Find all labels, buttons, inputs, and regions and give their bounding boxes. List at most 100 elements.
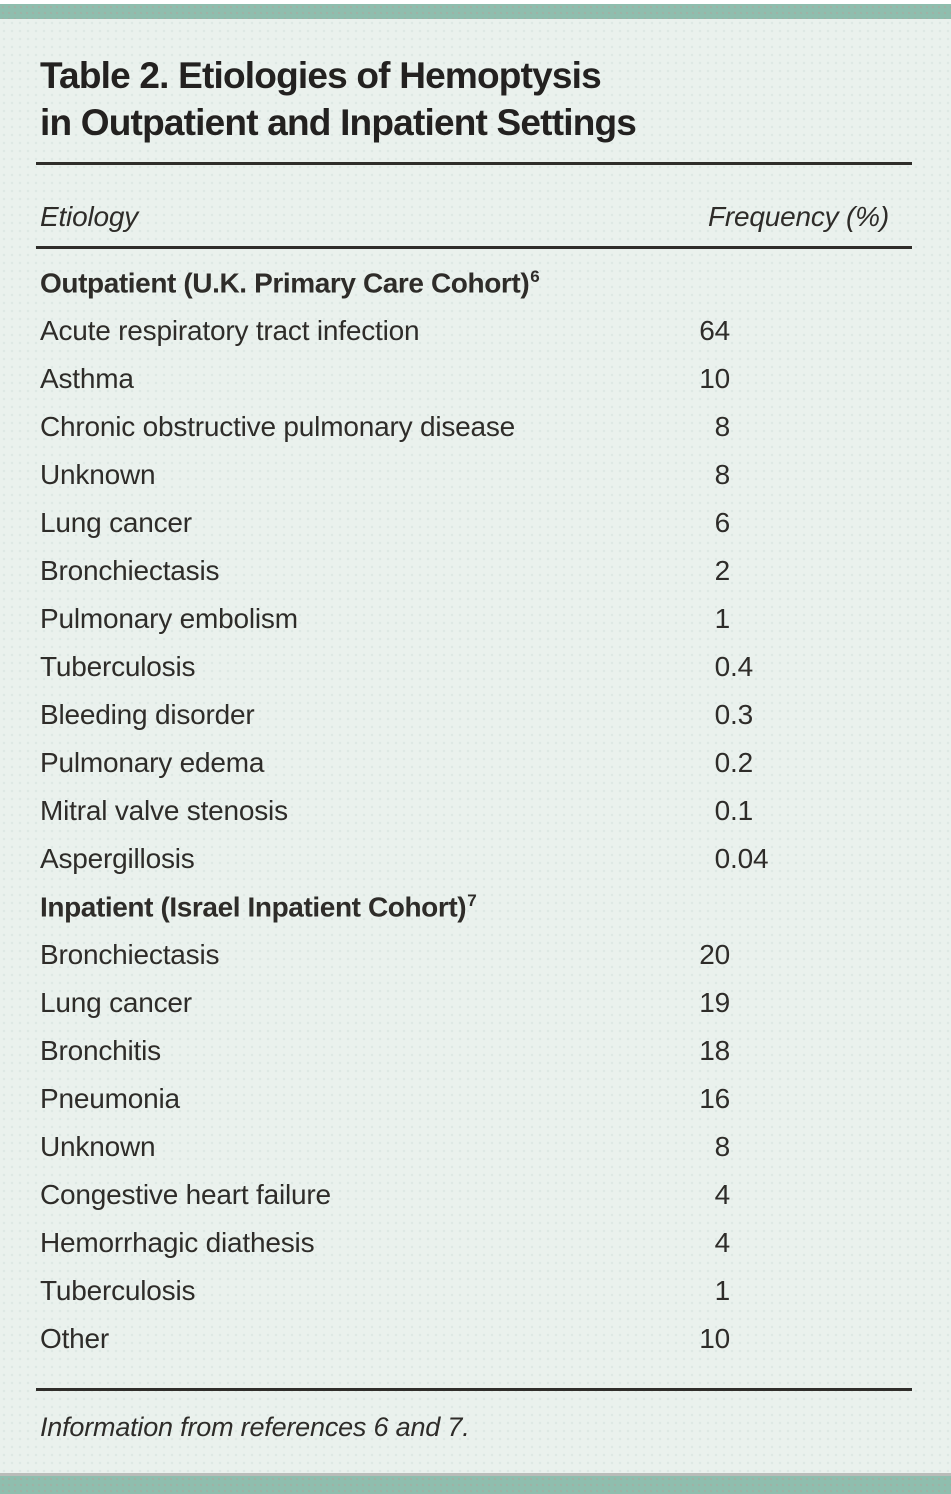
frequency-cell: 1 [620,1267,731,1315]
etiology-cell: Unknown [40,459,156,490]
frequency-decimal-part: .4 [730,651,753,682]
frequency-cell: 4 [620,1171,731,1219]
etiology-cell: Pulmonary edema [40,747,265,778]
frequency-cell: 0.1 [620,787,754,835]
frequency-cell: 8 [620,403,731,451]
table-row: Asthma 10 [0,355,951,403]
frequency-integer-part: 1 [714,1275,731,1306]
page-top-margin [0,0,951,4]
etiology-cell: Mitral valve stenosis [40,795,288,826]
etiology-cell: Hemorrhagic diathesis [40,1227,315,1258]
table-row: Acute respiratory tract infection 64 [0,307,951,355]
source-note: Information from references 6 and 7. [40,1412,470,1442]
table-title-line1: Table 2. Etiologies of Hemoptysis [40,55,602,96]
table-body: Outpatient (U.K. Primary Care Cohort)6 Ac… [0,249,951,1363]
bottom-accent-bar [0,1476,951,1494]
frequency-decimal-part: .1 [730,795,753,826]
table-row: Mitral valve stenosis 0.1 [0,787,951,835]
frequency-integer-part: 1 [714,603,731,634]
etiology-cell: Bronchitis [40,1035,161,1066]
table-row: Pulmonary embolism 1 [0,595,951,643]
frequency-integer-part: 0 [714,651,731,682]
reference-superscript: 6 [530,266,540,286]
etiology-cell: Tuberculosis [40,1275,196,1306]
column-header-row: Etiology Frequency (%) [0,165,951,246]
section-header-row: Inpatient (Israel Inpatient Cohort)7 [0,883,951,931]
frequency-integer-part: 8 [714,1131,731,1162]
table-row: Tuberculosis 1 [0,1267,951,1315]
frequency-cell: 0.04 [620,835,769,883]
table-row: Congestive heart failure 4 [0,1171,951,1219]
table-row: Aspergillosis 0.04 [0,835,951,883]
etiology-cell: Lung cancer [40,507,192,538]
etiology-cell: Pneumonia [40,1083,180,1114]
table-row: Bronchiectasis 20 [0,931,951,979]
horizontal-rule-bottom [36,1388,912,1391]
frequency-integer-part: 19 [699,987,730,1018]
frequency-integer-part: 8 [714,459,731,490]
etiology-cell: Unknown [40,1131,156,1162]
frequency-cell: 6 [620,499,731,547]
frequency-decimal-part: .3 [730,699,753,730]
table-row: Lung cancer 6 [0,499,951,547]
frequency-cell: 0.4 [620,643,754,691]
frequency-integer-part: 0 [714,699,731,730]
table-row: Pulmonary edema 0.2 [0,739,951,787]
frequency-cell: 10 [620,355,730,403]
table-row: Tuberculosis 0.4 [0,643,951,691]
frequency-integer-part: 16 [699,1083,730,1114]
frequency-integer-part: 10 [699,363,730,394]
table-row: Bronchitis 18 [0,1027,951,1075]
frequency-cell: 19 [620,979,730,1027]
etiology-cell: Acute respiratory tract infection [40,315,420,346]
frequency-integer-part: 4 [714,1227,731,1258]
frequency-cell: 4 [620,1219,731,1267]
table-row: Hemorrhagic diathesis 4 [0,1219,951,1267]
frequency-cell: 16 [620,1075,730,1123]
frequency-integer-part: 0 [714,843,731,874]
section-header-label: Outpatient (U.K. Primary Care Cohort)6 [40,266,540,299]
frequency-cell: 8 [620,1123,731,1171]
etiology-cell: Bleeding disorder [40,699,255,730]
horizontal-rule-top [36,162,912,165]
section-header-label: Inpatient (Israel Inpatient Cohort)7 [40,890,477,923]
frequency-integer-part: 0 [714,795,731,826]
etiology-cell: Asthma [40,363,134,394]
frequency-cell: 8 [620,451,731,499]
frequency-integer-part: 0 [714,747,731,778]
horizontal-rule-header [36,246,912,249]
etiology-cell: Lung cancer [40,987,192,1018]
reference-superscript: 7 [467,890,477,910]
etiology-cell: Tuberculosis [40,651,196,682]
frequency-integer-part: 10 [699,1323,730,1354]
table-title-line2: in Outpatient and Inpatient Settings [40,102,637,143]
frequency-integer-part: 2 [714,555,731,586]
frequency-cell: 2 [620,547,731,595]
table-row: Unknown 8 [0,451,951,499]
table-row: Lung cancer 19 [0,979,951,1027]
etiology-cell: Pulmonary embolism [40,603,298,634]
etiology-cell: Congestive heart failure [40,1179,331,1210]
table-title: Table 2. Etiologies of Hemoptysis in Out… [0,19,951,146]
section-header-row: Outpatient (U.K. Primary Care Cohort)6 [0,259,951,307]
table-row: Chronic obstructive pulmonary disease 8 [0,403,951,451]
frequency-cell: 10 [620,1315,730,1363]
etiology-cell: Aspergillosis [40,843,195,874]
table-row: Bronchiectasis 2 [0,547,951,595]
etiology-cell: Other [40,1323,110,1354]
table-panel: Table 2. Etiologies of Hemoptysis in Out… [0,19,951,1473]
table-row: Unknown 8 [0,1123,951,1171]
frequency-cell: 18 [620,1027,730,1075]
column-header-etiology: Etiology [40,201,139,232]
frequency-integer-part: 4 [714,1179,731,1210]
frequency-cell: 20 [620,931,730,979]
table-row: Pneumonia 16 [0,1075,951,1123]
frequency-integer-part: 20 [699,939,730,970]
table-row: Bleeding disorder 0.3 [0,691,951,739]
frequency-integer-part: 64 [699,315,730,346]
frequency-integer-part: 8 [714,411,731,442]
bottom-divider-line [0,1473,951,1476]
table-row: Other 10 [0,1315,951,1363]
etiology-cell: Bronchiectasis [40,939,220,970]
frequency-cell: 0.3 [620,691,754,739]
